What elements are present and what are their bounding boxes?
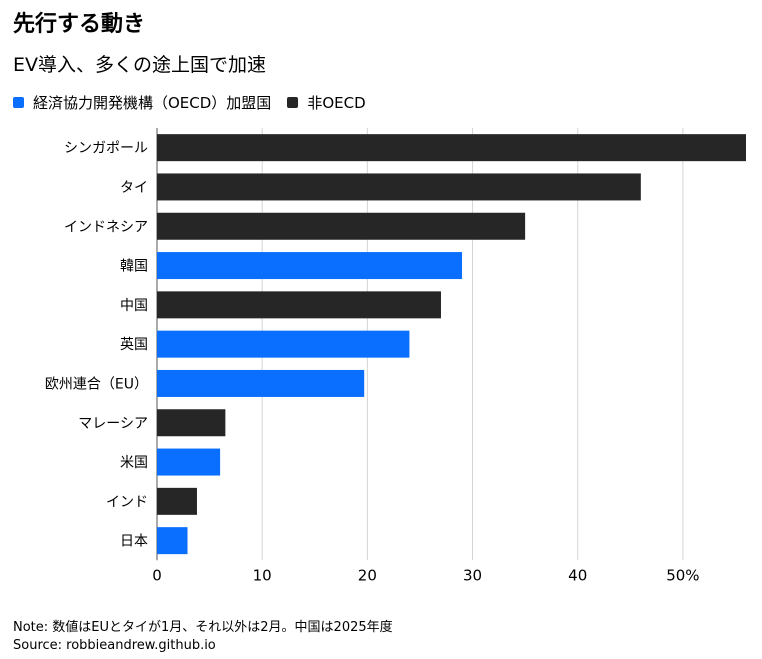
category-label: 日本 xyxy=(120,534,148,550)
legend-swatch-non-oecd xyxy=(287,97,299,108)
category-label: 中国 xyxy=(120,298,148,314)
category-label: タイ xyxy=(120,180,148,196)
legend-label-oecd: 経済協力開発機構（OECD）加盟国 xyxy=(33,94,272,112)
chart-subtitle: EV導入、多くの途上国で加速 xyxy=(13,54,267,76)
legend-item-oecd: 経済協力開発機構（OECD）加盟国 xyxy=(13,92,271,113)
category-label: 英国 xyxy=(120,336,148,353)
category-label: インドネシア xyxy=(64,219,148,235)
category-label: インド xyxy=(106,494,148,510)
bar xyxy=(157,134,746,162)
category-label: シンガポール xyxy=(64,141,148,157)
bar xyxy=(157,252,463,280)
legend-swatch-oecd xyxy=(13,97,24,108)
chart-note: Note: 数値はEUとタイが1月、それ以外は2月。中国は2025年度 xyxy=(13,620,393,635)
chart-title: 先行する動き xyxy=(13,12,146,37)
x-axis-ticks: 0 10 20 30 40 50% xyxy=(152,566,699,584)
bar xyxy=(157,173,641,201)
x-tick-label: 50% xyxy=(666,566,699,584)
bar xyxy=(157,330,410,358)
legend-item-non-oecd: 非OECD xyxy=(287,92,366,113)
legend: 経済協力開発機構（OECD）加盟国 非OECD xyxy=(13,92,382,113)
category-label: 韓国 xyxy=(120,259,148,275)
x-tick-label: 40 xyxy=(568,566,587,584)
bars xyxy=(157,134,746,555)
category-label: 米国 xyxy=(120,455,148,471)
legend-label-non-oecd: 非OECD xyxy=(307,94,366,112)
x-tick-label: 30 xyxy=(463,566,482,584)
category-label: マレーシア xyxy=(78,416,148,432)
bar xyxy=(157,409,226,437)
bar xyxy=(157,527,188,555)
x-tick-label: 0 xyxy=(152,566,162,584)
bar xyxy=(157,369,365,397)
bar xyxy=(157,291,441,319)
bar xyxy=(157,212,526,240)
chart-source: Source: robbieandrew.github.io xyxy=(13,638,216,653)
category-label: 欧州連合（EU） xyxy=(45,376,148,392)
bar xyxy=(157,487,197,515)
bar xyxy=(157,448,221,476)
x-tick-label: 20 xyxy=(358,566,377,584)
x-tick-label: 10 xyxy=(253,566,272,584)
